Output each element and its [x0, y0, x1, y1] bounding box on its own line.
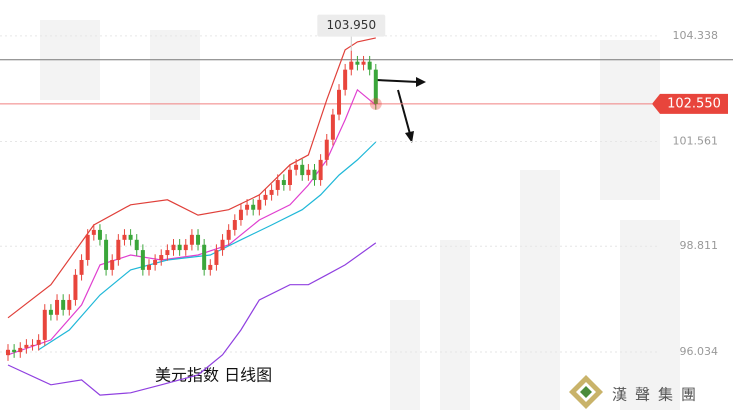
candle-body	[337, 89, 342, 115]
candle-body	[48, 309, 53, 315]
candle-body	[91, 229, 96, 235]
candle-body	[128, 234, 133, 240]
candle-body	[79, 259, 84, 275]
candle-body	[238, 209, 243, 221]
y-tick-label: 104.338	[673, 29, 719, 42]
candle-body	[159, 255, 164, 260]
candle-body	[367, 61, 372, 70]
candle-body	[122, 234, 127, 240]
candle-body	[324, 139, 329, 160]
candle-body	[330, 114, 335, 140]
candle-body	[245, 204, 250, 210]
candle-body	[30, 344, 35, 346]
candle-body	[287, 169, 292, 185]
candle-body	[104, 239, 109, 270]
y-tick-label: 98.811	[680, 239, 719, 252]
candle-body	[171, 244, 176, 251]
candle-body	[67, 299, 72, 310]
candle-body	[312, 169, 317, 181]
candle-body	[373, 69, 378, 104]
candle-body	[24, 344, 29, 348]
candle-body	[140, 250, 145, 270]
candle-body	[343, 69, 348, 90]
band-line	[7, 37, 376, 319]
candle-body	[220, 239, 225, 251]
candle-body	[251, 204, 256, 210]
candle-body	[208, 264, 213, 270]
candle-body	[214, 250, 219, 265]
y-tick-label: 101.561	[673, 135, 719, 148]
candle-body	[61, 299, 66, 310]
candle-body	[183, 244, 188, 251]
candle-body	[146, 264, 151, 270]
y-tick-label: 96.034	[680, 345, 719, 358]
candle-body	[361, 61, 366, 65]
candle-body	[177, 244, 182, 251]
candle-body	[116, 239, 121, 260]
candle-body	[36, 339, 41, 345]
arrows	[375, 77, 426, 143]
candle-body	[275, 180, 280, 190]
candle-body	[189, 234, 194, 245]
candle-body	[257, 199, 262, 210]
candle-body	[97, 229, 102, 240]
candle-body	[85, 234, 90, 260]
candle-body	[73, 274, 78, 300]
candle-body	[6, 349, 10, 356]
candle-body	[18, 347, 23, 353]
max-label-box	[317, 14, 386, 37]
candle-body	[226, 229, 231, 240]
candle-body	[306, 169, 311, 176]
candle-body	[294, 164, 299, 170]
logo-text: 漢聲集團	[612, 386, 704, 404]
candle-body	[42, 309, 47, 340]
max-label: 103.950	[326, 18, 376, 32]
logo	[569, 375, 603, 409]
candle-body	[134, 239, 139, 251]
candle-body	[349, 61, 354, 70]
candle-body	[12, 349, 17, 353]
candle-body	[165, 250, 170, 256]
candle-body	[355, 61, 360, 65]
last-price-glow	[369, 97, 382, 110]
band-line	[38, 141, 377, 351]
candle-body	[55, 299, 60, 315]
price-tag-label: 102.550	[667, 96, 721, 111]
price-tag	[652, 93, 728, 114]
candle-body	[202, 244, 207, 270]
candle-body	[110, 259, 115, 270]
candle-body	[281, 180, 286, 185]
chart-title: 美元指数 日线图	[155, 366, 272, 385]
candle-body	[196, 234, 201, 245]
candle-body	[300, 164, 305, 176]
band-line	[7, 242, 377, 396]
candle-body	[153, 259, 158, 265]
candle-body	[232, 220, 237, 230]
candle-body	[318, 159, 323, 181]
candle-body	[263, 194, 268, 200]
candle-body	[269, 189, 274, 195]
